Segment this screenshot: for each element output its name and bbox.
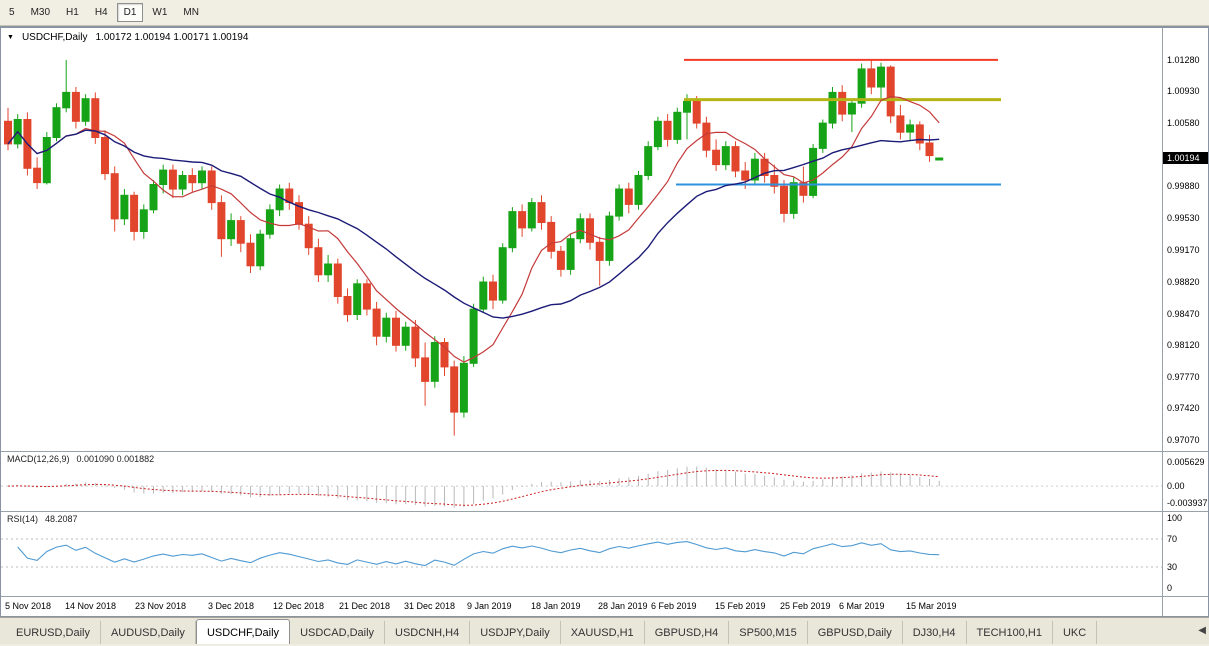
chart-tab-tech100-h1[interactable]: TECH100,H1 <box>967 621 1053 644</box>
price-scale-label: 1.00580 <box>1167 118 1200 129</box>
macd-canvas <box>1 466 1162 508</box>
price-scale-label: 0.99530 <box>1167 212 1200 223</box>
price-scale-label: 0.98820 <box>1167 277 1200 288</box>
price-scale-label: 0.99170 <box>1167 245 1200 256</box>
timeframe-button-5[interactable]: 5 <box>2 3 22 22</box>
timeframe-button-mn[interactable]: MN <box>176 3 206 22</box>
main-chart-pane: ▼ USDCHF,Daily 1.00172 1.00194 1.00171 1… <box>1 28 1208 452</box>
ohlc-values: 1.00172 1.00194 1.00171 1.00194 <box>95 32 249 43</box>
macd-header: MACD(12,26,9) 0.001090 0.001882 <box>7 454 154 464</box>
rsi-value: 48.2087 <box>45 514 78 524</box>
macd-pane: MACD(12,26,9) 0.001090 0.001882 0.005629… <box>1 452 1208 512</box>
price-scale-label: 0.98120 <box>1167 340 1200 351</box>
time-axis-label: 25 Feb 2019 <box>780 601 831 611</box>
scale-corner <box>1162 597 1208 616</box>
current-price-badge: 1.00194 <box>1163 151 1208 164</box>
time-axis[interactable]: 5 Nov 2018 14 Nov 2018 23 Nov 2018 3 Dec 20… <box>1 597 1162 616</box>
macd-plot[interactable]: MACD(12,26,9) 0.001090 0.001882 <box>1 452 1162 511</box>
price-chart-plot[interactable]: ▼ USDCHF,Daily 1.00172 1.00194 1.00171 1… <box>1 28 1162 451</box>
rsi-scale-label: 100 <box>1167 513 1183 523</box>
symbol-label: USDCHF,Daily <box>21 32 88 43</box>
timeframe-button-d1[interactable]: D1 <box>116 3 144 22</box>
time-axis-label: 21 Dec 2018 <box>339 601 391 611</box>
rsi-canvas <box>1 538 1162 568</box>
rsi-scale-label: 70 <box>1167 534 1178 544</box>
chart-tab-dj30-h4[interactable]: DJ30,H4 <box>903 621 967 644</box>
chart-tab-gbpusd-h4[interactable]: GBPUSD,H4 <box>645 621 730 644</box>
timeframe-button-w1[interactable]: W1 <box>145 3 174 22</box>
time-axis-row: 5 Nov 2018 14 Nov 2018 23 Nov 2018 3 Dec 20… <box>1 597 1208 616</box>
chart-tab-ukc[interactable]: UKC <box>1053 621 1098 644</box>
time-axis-label: 31 Dec 2018 <box>404 601 456 611</box>
macd-values: 0.001090 0.001882 <box>76 454 155 464</box>
chart-tabs-bar: EURUSD,Daily AUDUSD,Daily USDCHF,Daily USDC… <box>0 617 1209 644</box>
timeframe-button-m30[interactable]: M30 <box>24 3 57 22</box>
rsi-plot[interactable]: RSI(14) 48.2087 <box>1 512 1162 596</box>
timeframe-button-h4[interactable]: H4 <box>88 3 115 22</box>
candlestick-canvas <box>4 58 1001 436</box>
chart-tab-audusd-daily[interactable]: AUDUSD,Daily <box>101 621 196 644</box>
price-scale-label: 1.00930 <box>1167 86 1200 97</box>
time-axis-label: 14 Nov 2018 <box>65 601 117 611</box>
chart-header: ▼ USDCHF,Daily 1.00172 1.00194 1.00171 1… <box>7 32 248 43</box>
time-axis-label: 15 Feb 2019 <box>715 601 766 611</box>
time-axis-label: 3 Dec 2018 <box>208 601 255 611</box>
timeframe-toolbar: 5 M30 H1 H4 D1 W1 MN <box>0 0 1209 26</box>
price-scale-label: 0.99880 <box>1167 181 1200 192</box>
rsi-name: RSI(14) <box>7 514 39 524</box>
time-axis-label: 5 Nov 2018 <box>5 601 52 611</box>
price-scale[interactable]: 1.00194 1.01280 1.00930 1.00580 0.99880 0.99… <box>1162 28 1208 451</box>
macd-scale[interactable]: 0.005629 0.00 -0.003937 <box>1162 452 1208 511</box>
price-scale-label: 0.97420 <box>1167 403 1200 414</box>
time-axis-label: 6 Feb 2019 <box>651 601 697 611</box>
rsi-scale-label: 0 <box>1167 583 1173 593</box>
time-axis-label: 28 Jan 2019 <box>598 601 648 611</box>
time-axis-label: 18 Jan 2019 <box>531 601 581 611</box>
time-axis-label: 9 Jan 2019 <box>467 601 512 611</box>
price-scale-label: 0.97770 <box>1167 371 1200 382</box>
chart-tab-xauusd-h1[interactable]: XAUUSD,H1 <box>561 621 645 644</box>
macd-scale-label: 0.00 <box>1167 481 1185 492</box>
price-scale-label: 0.97070 <box>1167 435 1200 446</box>
macd-scale-label: 0.005629 <box>1167 456 1205 467</box>
macd-scale-label: -0.003937 <box>1167 497 1208 508</box>
chart-tab-eurusd-daily[interactable]: EURUSD,Daily <box>6 621 101 644</box>
rsi-scale-label: 30 <box>1167 562 1178 572</box>
chart-tab-sp500-m15[interactable]: SP500,M15 <box>729 621 808 644</box>
tab-scroll-left-button[interactable]: ◀ <box>1198 625 1206 636</box>
timeframe-button-h1[interactable]: H1 <box>59 3 86 22</box>
time-axis-label: 15 Mar 2019 <box>906 601 957 611</box>
price-scale-label: 1.01280 <box>1167 54 1200 65</box>
chart-tab-gbpusd-daily[interactable]: GBPUSD,Daily <box>808 621 903 644</box>
rsi-scale[interactable]: 100 70 30 0 <box>1162 512 1208 596</box>
rsi-pane: RSI(14) 48.2087 100 70 30 0 <box>1 512 1208 597</box>
time-axis-label: 12 Dec 2018 <box>273 601 325 611</box>
macd-name: MACD(12,26,9) <box>7 454 70 464</box>
time-axis-label: 6 Mar 2019 <box>839 601 885 611</box>
chart-tab-usdchf-daily[interactable]: USDCHF,Daily <box>195 619 291 644</box>
chart-tab-usdcad-daily[interactable]: USDCAD,Daily <box>290 621 386 644</box>
symbol-dropdown-icon[interactable]: ▼ <box>7 34 14 41</box>
chart-tab-strip: EURUSD,Daily AUDUSD,Daily USDCHF,Daily USDC… <box>6 618 1189 644</box>
chart-tab-usdcnh-h4[interactable]: USDCNH,H4 <box>385 621 471 644</box>
price-scale-label: 0.98470 <box>1167 308 1200 319</box>
chart-tab-usdjpy-daily[interactable]: USDJPY,Daily <box>470 621 561 644</box>
chart-window: ▼ USDCHF,Daily 1.00172 1.00194 1.00171 1… <box>0 26 1209 617</box>
time-axis-label: 23 Nov 2018 <box>135 601 187 611</box>
rsi-header: RSI(14) 48.2087 <box>7 514 78 524</box>
